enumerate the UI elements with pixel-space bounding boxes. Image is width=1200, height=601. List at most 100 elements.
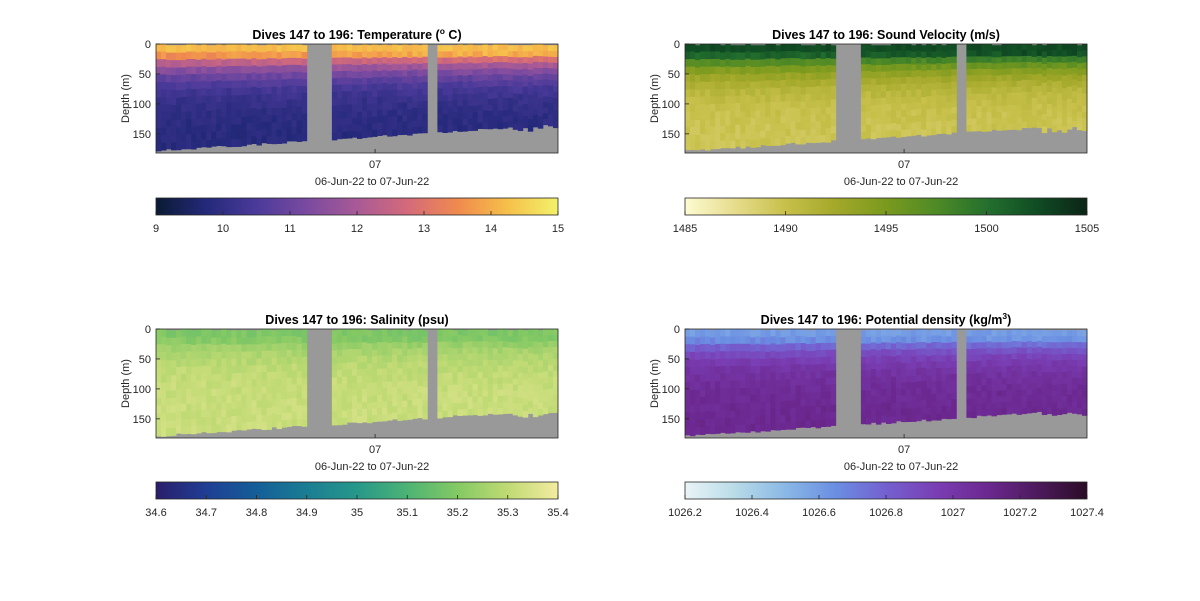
- heatmap-cell: [830, 79, 837, 87]
- heatmap-cell: [1061, 383, 1068, 391]
- heatmap-cell: [886, 349, 892, 357]
- heatmap-cell: [966, 68, 972, 76]
- heatmap-cell: [241, 44, 247, 52]
- heatmap-cell: [191, 44, 197, 52]
- heatmap-cell: [512, 360, 519, 367]
- heatmap-cell: [1071, 55, 1078, 63]
- heatmap-cell: [936, 69, 942, 77]
- heatmap-cell: [710, 73, 716, 82]
- heatmap-cell: [377, 51, 383, 59]
- heatmap-cell: [241, 408, 247, 417]
- heatmap-cell: [1046, 330, 1053, 337]
- heatmap-cell: [201, 336, 207, 345]
- heatmap-cell: [236, 330, 242, 338]
- heatmap-cell: [886, 410, 892, 418]
- heatmap-cell: [251, 344, 257, 352]
- heatmap-cell: [221, 365, 227, 374]
- heatmap-cell: [1011, 347, 1018, 354]
- y-tick-label: 50: [139, 69, 151, 81]
- heatmap-cell: [800, 73, 807, 81]
- heatmap-cell: [487, 365, 494, 373]
- heatmap-cell: [740, 81, 746, 90]
- heatmap-cell: [301, 329, 308, 337]
- heatmap-cell: [750, 416, 756, 425]
- heatmap-cell: [176, 352, 182, 361]
- heatmap-cell: [552, 110, 559, 117]
- heatmap-cell: [542, 84, 549, 92]
- heatmap-cell: [921, 90, 927, 98]
- heatmap-cell: [1056, 348, 1063, 355]
- heatmap-cell: [241, 423, 247, 431]
- heatmap-cell: [256, 102, 262, 110]
- heatmap-cell: [951, 335, 957, 343]
- heatmap-cell: [780, 344, 786, 352]
- heatmap-cell: [750, 358, 756, 367]
- heatmap-cell: [775, 59, 781, 68]
- heatmap-cell: [472, 112, 479, 119]
- heatmap-cell: [392, 109, 398, 117]
- heatmap-cell: [921, 399, 927, 407]
- heatmap-cell: [901, 362, 907, 370]
- heatmap-cell: [830, 342, 837, 351]
- heatmap-cell: [186, 373, 192, 382]
- heatmap-cell: [936, 88, 942, 96]
- heatmap-cell: [730, 81, 736, 90]
- heatmap-cell: [161, 329, 167, 338]
- heatmap-cell: [1036, 382, 1043, 389]
- heatmap-cell: [1011, 395, 1018, 402]
- heatmap-cell: [362, 110, 368, 118]
- heatmap-cell: [805, 86, 812, 95]
- heatmap-cell: [720, 103, 726, 112]
- heatmap-cell: [512, 366, 519, 373]
- heatmap-cell: [931, 51, 937, 59]
- heatmap-cell: [206, 410, 212, 419]
- heatmap-cell: [176, 142, 182, 151]
- heatmap-cell: [880, 117, 887, 125]
- heatmap-cell: [351, 335, 358, 343]
- heatmap-cell: [156, 59, 162, 68]
- axes-frame: [684, 43, 1088, 154]
- heatmap-cell: [976, 378, 982, 386]
- heatmap-cell: [805, 371, 812, 380]
- heatmap-cell: [462, 112, 468, 120]
- heatmap-cell: [392, 348, 398, 356]
- heatmap-cell: [715, 418, 721, 427]
- heatmap-cell: [296, 343, 303, 352]
- heatmap-cell: [492, 116, 499, 123]
- heatmap-cell: [886, 97, 892, 105]
- heatmap-cell: [775, 102, 781, 111]
- heatmap-cell: [457, 81, 463, 89]
- heatmap-cell: [161, 382, 167, 391]
- heatmap-cell: [755, 88, 761, 97]
- heatmap-cell: [186, 118, 192, 127]
- heatmap-cell: [760, 102, 766, 110]
- heatmap-cell: [865, 97, 872, 105]
- heatmap-cell: [936, 361, 942, 369]
- heatmap-cell: [1061, 75, 1068, 83]
- heatmap-cell: [537, 402, 544, 410]
- heatmap-cell: [805, 358, 812, 366]
- heatmap-cell: [462, 125, 468, 132]
- heatmap-cell: [921, 97, 927, 105]
- heatmap-cell: [181, 104, 187, 113]
- heatmap-cell: [442, 391, 448, 399]
- heatmap-cell: [976, 68, 982, 76]
- heatmap-cell: [532, 115, 539, 122]
- heatmap-cell: [331, 85, 338, 93]
- heatmap-cell: [402, 381, 408, 389]
- heatmap-cell: [206, 388, 212, 397]
- heatmap-cell: [815, 336, 822, 344]
- heatmap-cell: [735, 59, 741, 68]
- heatmap-cell: [906, 369, 912, 377]
- heatmap-cell: [1031, 103, 1038, 111]
- heatmap-cell: [382, 63, 388, 71]
- heatmap-cell: [755, 74, 761, 82]
- heatmap-cell: [795, 343, 801, 351]
- heatmap-cell: [497, 341, 504, 348]
- heatmap-cell: [715, 336, 721, 345]
- heatmap-cell: [775, 408, 781, 417]
- heatmap-cell: [1001, 330, 1008, 337]
- heatmap-cell: [442, 45, 448, 52]
- heatmap-cell: [1021, 330, 1028, 337]
- heatmap-cell: [181, 329, 187, 337]
